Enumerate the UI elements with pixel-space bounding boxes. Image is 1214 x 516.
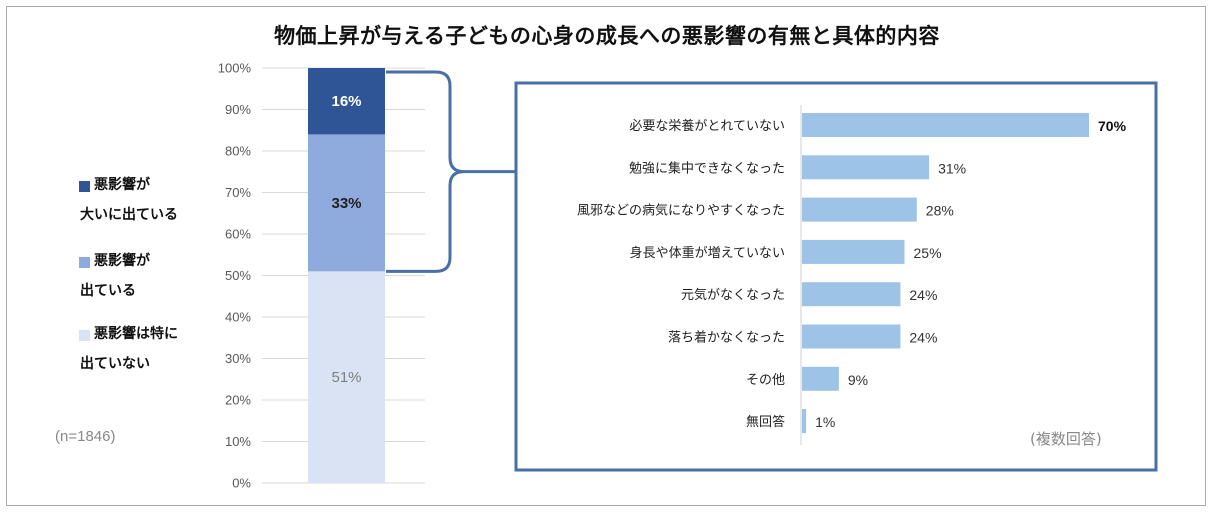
category-label: 元気がなくなった: [681, 287, 785, 303]
y-tick-label: 100%: [218, 61, 252, 76]
legend-label: 大いに出ている: [80, 207, 178, 223]
bar-value-label: 28%: [926, 203, 954, 219]
legend-label: 悪影響は特に: [94, 326, 178, 342]
category-label: 必要な栄養がとれていない: [629, 118, 785, 134]
brace-connector: [386, 70, 516, 273]
y-tick-label: 50%: [225, 268, 251, 283]
detail-bar: [802, 409, 807, 434]
bar-value-label: 24%: [909, 330, 937, 346]
detail-bar: [802, 366, 839, 391]
chart-title: 物価上昇が与える子どもの心身の成長への悪影響の有無と具体的内容: [274, 24, 940, 48]
legend-label: 出ていない: [80, 356, 150, 372]
y-tick-label: 40%: [225, 310, 251, 325]
category-label: 身長や体重が増えていない: [630, 245, 785, 261]
y-tick-label: 30%: [225, 351, 251, 366]
category-label: その他: [746, 373, 785, 388]
bar-value-label: 25%: [914, 245, 942, 261]
legend-swatch-strong: [79, 181, 90, 192]
bar-value-label: 1%: [815, 414, 835, 430]
legend-label: 悪影響が: [94, 253, 150, 269]
legend-label: 出ている: [80, 283, 136, 299]
category-label: 勉強に集中できなくなった: [629, 160, 785, 176]
y-tick-label: 10%: [225, 434, 251, 449]
legend-item-strong: 悪影響が 大いに出ている: [80, 170, 178, 230]
detail-bar: [802, 113, 1089, 137]
detail-bar: [802, 324, 901, 349]
stacked-segment: [308, 134, 385, 272]
detail-bar: [802, 197, 917, 222]
stacked-y-axis: 0% 10% 20% 30% 40% 50% 60% 70% 80% 90% 100%: [218, 61, 252, 491]
y-tick-label: 0%: [232, 476, 251, 491]
y-tick-label: 90%: [225, 102, 251, 117]
bar-value-label: 31%: [938, 160, 966, 176]
legend-swatch-none: [79, 330, 90, 341]
category-label: 落ち着かなくなった: [668, 330, 785, 346]
detail-bars: 必要な栄養がとれていない 70% 勉強に集中できなくなった 31% 風邪などの病気になり…: [577, 113, 1127, 434]
bar-value-label: 24%: [909, 287, 937, 303]
stacked-segment: [308, 271, 385, 483]
bar-value-label: 70%: [1098, 118, 1127, 134]
y-tick-label: 20%: [225, 393, 251, 408]
legend-item-moderate: 悪影響が 出ている: [80, 246, 150, 306]
sample-size-label: (n=1846): [55, 428, 116, 445]
segment-value-label: 16%: [331, 93, 361, 110]
y-tick-label: 70%: [225, 185, 251, 200]
detail-bar: [802, 239, 905, 264]
chart-frame: [6, 6, 1206, 506]
bar-value-label: 9%: [848, 372, 868, 388]
stacked-segment: [308, 68, 385, 135]
category-label: 風邪などの病気になりやすくなった: [577, 203, 785, 219]
category-label: 無回答: [746, 414, 785, 430]
detail-bar: [802, 282, 901, 307]
y-tick-label: 80%: [225, 144, 251, 159]
multiple-answer-note: (複数回答): [1030, 430, 1102, 448]
legend-item-none: 悪影響は特に 出ていない: [80, 319, 178, 379]
stacked-bars: 51% 33% 16%: [308, 68, 385, 483]
legend-swatch-moderate: [79, 257, 90, 268]
y-tick-label: 60%: [225, 227, 251, 242]
detail-bar: [802, 155, 930, 180]
detail-panel-border: [514, 81, 1158, 472]
segment-value-label: 33%: [331, 195, 361, 212]
segment-value-label: 51%: [331, 369, 361, 386]
legend-label: 悪影響が: [94, 177, 150, 193]
